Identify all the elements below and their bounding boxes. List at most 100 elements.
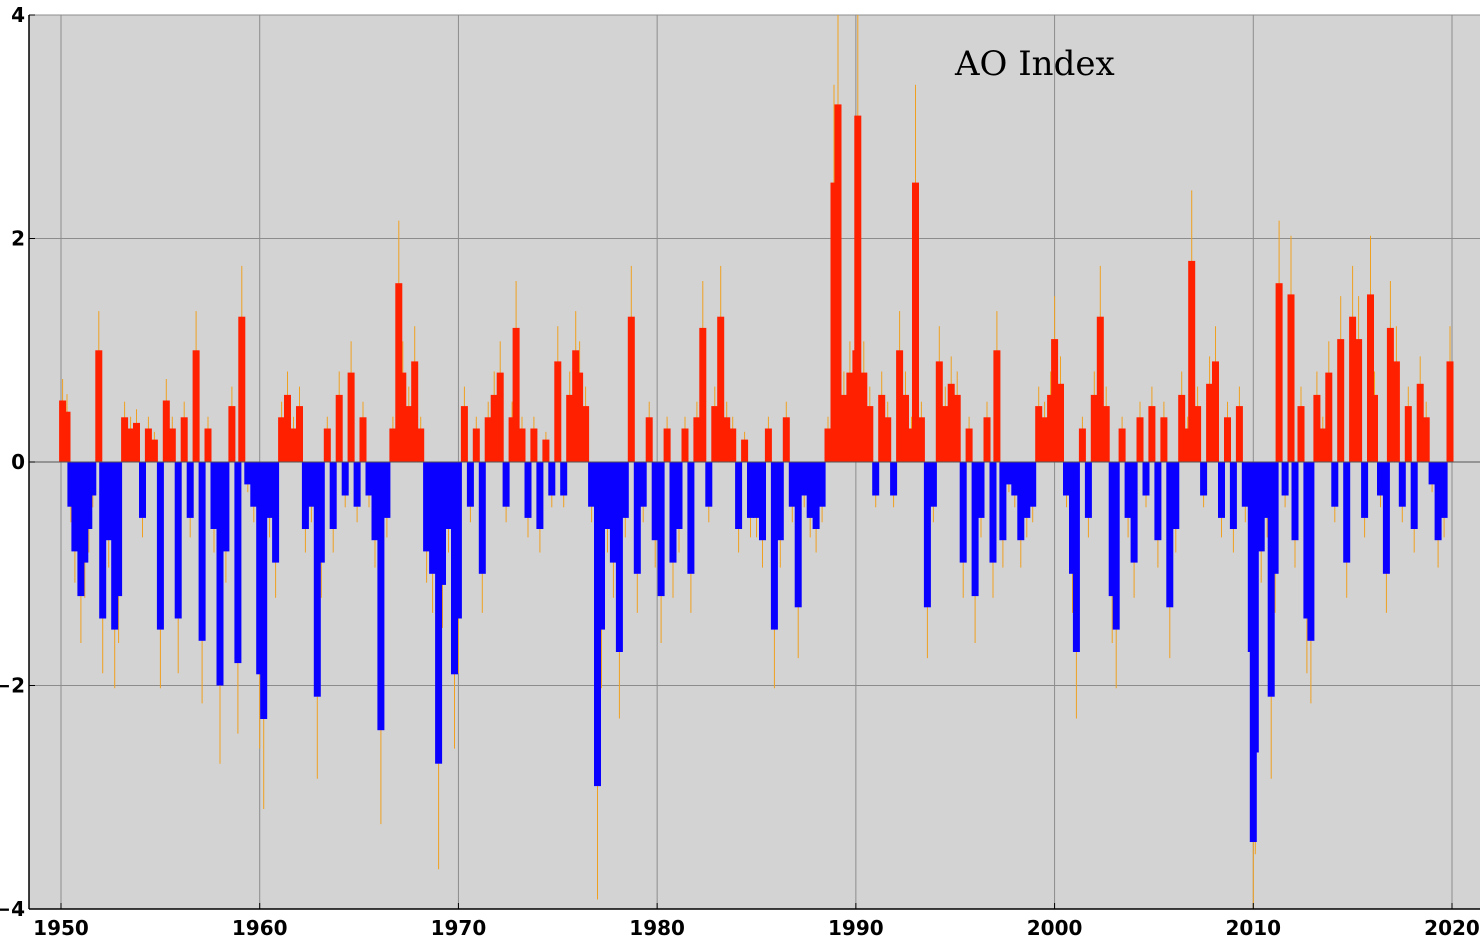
- bar: [1154, 462, 1162, 541]
- bar: [1263, 462, 1271, 518]
- x-tick-label: 1980: [629, 916, 685, 940]
- bar: [496, 372, 504, 462]
- bar: [1349, 316, 1357, 462]
- bar: [854, 115, 862, 462]
- bar: [180, 417, 188, 462]
- bar: [435, 462, 443, 764]
- bar: [127, 428, 135, 462]
- bar: [846, 372, 854, 462]
- y-tick-label: 2: [11, 227, 25, 251]
- bar: [1313, 394, 1321, 462]
- bar: [884, 417, 892, 462]
- bar: [621, 462, 629, 518]
- bar: [296, 406, 303, 462]
- bar: [429, 462, 437, 574]
- bar: [490, 394, 498, 462]
- bar: [959, 462, 967, 563]
- bar: [594, 462, 601, 787]
- bar: [1108, 462, 1116, 597]
- bar: [1057, 383, 1064, 462]
- bar: [872, 462, 880, 496]
- bar: [687, 462, 695, 574]
- bar: [1307, 462, 1315, 641]
- bar: [313, 462, 321, 697]
- bar: [953, 394, 961, 462]
- bar: [554, 361, 562, 462]
- bar: [445, 462, 452, 529]
- bar: [71, 462, 79, 552]
- bar: [741, 439, 749, 462]
- bar: [186, 462, 194, 518]
- bar: [234, 462, 242, 664]
- bar: [1160, 417, 1168, 462]
- bar: [548, 462, 556, 496]
- bar: [1392, 361, 1400, 462]
- bar: [371, 462, 379, 541]
- bar: [830, 182, 838, 462]
- bar: [417, 428, 425, 462]
- bar: [1063, 462, 1070, 496]
- bar: [347, 372, 355, 462]
- bar: [890, 462, 898, 496]
- bar: [512, 327, 520, 462]
- bar: [508, 417, 516, 462]
- bar: [1206, 383, 1214, 462]
- bar: [669, 462, 677, 563]
- bar: [1291, 462, 1299, 541]
- bar: [1124, 462, 1132, 518]
- bar: [764, 428, 772, 462]
- bar: [389, 428, 397, 462]
- bar: [150, 439, 158, 462]
- bar: [576, 372, 584, 462]
- bar: [1023, 462, 1031, 518]
- bar: [818, 462, 826, 507]
- bar: [794, 462, 802, 608]
- bar: [866, 406, 874, 462]
- bar: [244, 462, 252, 485]
- bar: [1090, 394, 1098, 462]
- bar: [478, 462, 486, 574]
- bar: [1398, 462, 1406, 507]
- bar: [1267, 462, 1275, 697]
- bar: [693, 417, 701, 462]
- bar: [1319, 428, 1327, 462]
- bar: [1297, 406, 1305, 462]
- bar: [1112, 462, 1120, 630]
- bar: [139, 462, 146, 518]
- bar: [633, 462, 641, 574]
- bar: [1148, 406, 1156, 462]
- bar: [1281, 462, 1289, 496]
- bar: [1361, 462, 1369, 518]
- bar: [1343, 462, 1351, 563]
- bar: [484, 417, 492, 462]
- bar: [1229, 462, 1237, 529]
- bar: [198, 462, 206, 641]
- bar: [1096, 316, 1104, 462]
- bar: [812, 462, 820, 529]
- bar: [1241, 462, 1249, 507]
- bar: [1257, 462, 1265, 552]
- bar: [681, 428, 689, 462]
- bar: [411, 361, 419, 462]
- bar: [1194, 406, 1202, 462]
- y-tick-label: 0: [11, 450, 25, 474]
- bar: [466, 462, 474, 507]
- bar: [1172, 462, 1180, 529]
- bar: [1178, 394, 1186, 462]
- bar: [788, 462, 796, 507]
- bar: [105, 462, 113, 541]
- bar: [423, 462, 431, 552]
- bar: [1200, 462, 1208, 496]
- bar: [67, 462, 75, 507]
- bar: [1325, 372, 1333, 462]
- bar: [329, 462, 337, 529]
- bar: [935, 361, 943, 462]
- bar: [1017, 462, 1025, 541]
- bar: [144, 428, 152, 462]
- bar: [588, 462, 596, 507]
- bar: [699, 327, 707, 462]
- bar: [1428, 462, 1436, 485]
- y-tick-label: 4: [11, 3, 25, 27]
- bar: [1069, 462, 1076, 574]
- bars: [59, 104, 1454, 842]
